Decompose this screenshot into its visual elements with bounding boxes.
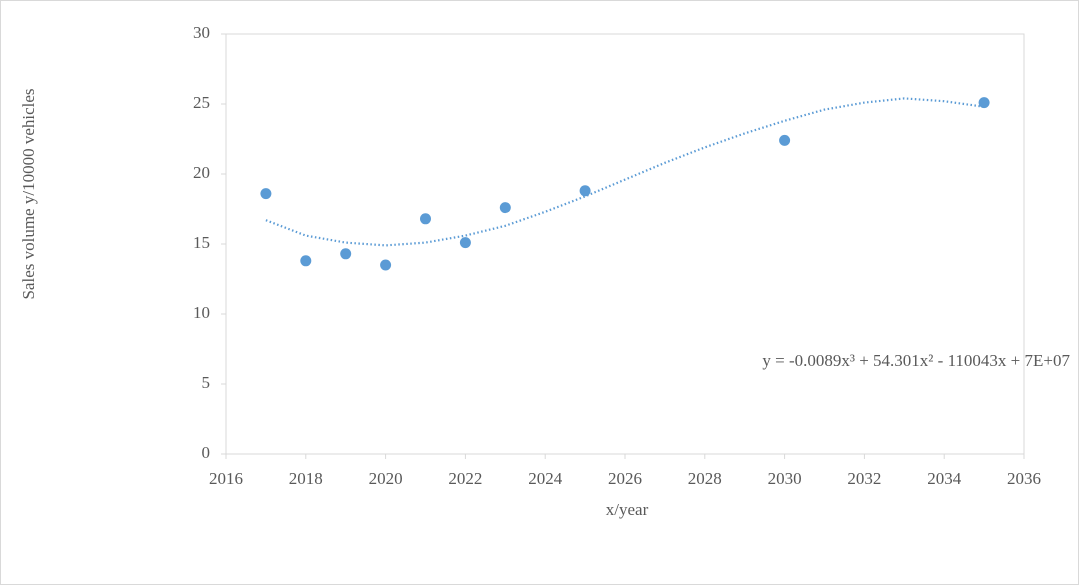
y-tick-label: 5 xyxy=(202,373,211,392)
data-point xyxy=(340,248,352,260)
data-point xyxy=(380,259,392,271)
data-point xyxy=(459,237,471,249)
x-tick-label: 2034 xyxy=(927,469,962,488)
x-tick-label: 2020 xyxy=(369,469,403,488)
data-point xyxy=(579,185,591,197)
y-tick-label: 10 xyxy=(193,303,210,322)
data-point xyxy=(499,202,511,214)
y-tick-label: 15 xyxy=(193,233,210,252)
data-point xyxy=(420,213,431,225)
data-point xyxy=(779,134,791,146)
y-tick-label: 20 xyxy=(193,163,210,182)
x-tick-label: 2016 xyxy=(209,469,243,488)
x-tick-label: 2028 xyxy=(688,469,722,488)
y-tick-label: 30 xyxy=(193,23,210,42)
x-axis-label: x/year xyxy=(606,500,649,519)
data-point xyxy=(978,97,990,109)
trendline xyxy=(265,97,985,247)
x-tick-label: 2036 xyxy=(1007,469,1041,488)
data-point xyxy=(260,188,272,200)
x-tick-label: 2024 xyxy=(528,469,563,488)
x-tick-label: 2032 xyxy=(847,469,881,488)
x-tick-label: 2022 xyxy=(448,469,482,488)
x-tick-label: 2030 xyxy=(768,469,802,488)
trendline-equation: y = -0.0089x³ + 54.301x² - 110043x + 7E+… xyxy=(762,351,1070,370)
x-tick-label: 2026 xyxy=(608,469,642,488)
x-tick-label: 2018 xyxy=(289,469,323,488)
y-tick-label: 25 xyxy=(193,93,210,112)
data-point xyxy=(300,255,312,267)
y-tick-label: 0 xyxy=(202,443,211,462)
y-axis-label: Sales volume y/10000 vehicles xyxy=(19,88,38,299)
